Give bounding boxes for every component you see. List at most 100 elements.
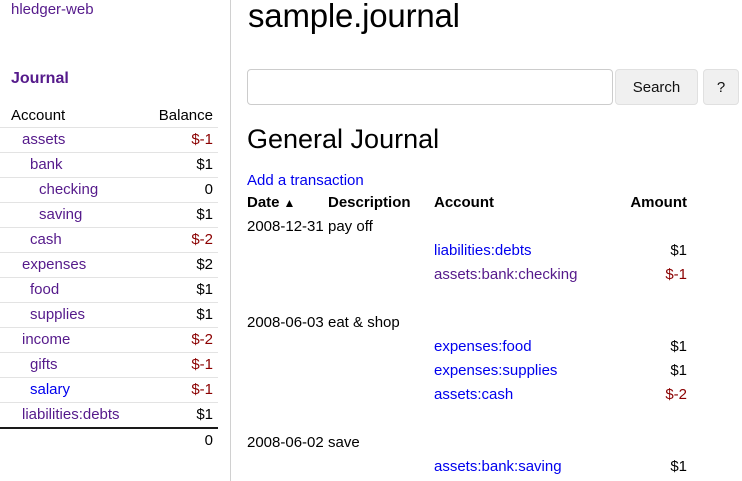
posting-account-link[interactable]: assets:bank:saving bbox=[434, 458, 562, 475]
account-total-row: 0 bbox=[0, 427, 218, 453]
posting-description-blank bbox=[328, 359, 434, 383]
transaction-spacer bbox=[232, 287, 742, 311]
sidebar-journal-heading[interactable]: Journal bbox=[11, 70, 69, 87]
column-header-date-label: Date bbox=[247, 194, 280, 211]
posting-date-blank bbox=[232, 239, 328, 263]
account-name-cell: gifts bbox=[0, 352, 146, 378]
posting-account-link[interactable]: liabilities:debts bbox=[434, 242, 532, 259]
transactions-header-row: Date ▲ Description Account Amount bbox=[232, 194, 742, 215]
transaction-amount-blank bbox=[612, 215, 742, 239]
account-row: cash $-2 bbox=[0, 227, 218, 253]
transaction-account-blank bbox=[434, 311, 612, 335]
account-name-cell: supplies bbox=[0, 302, 146, 328]
posting-amount: $-1 bbox=[665, 266, 687, 283]
account-name-cell: food bbox=[0, 277, 146, 303]
account-link[interactable]: checking bbox=[39, 181, 99, 198]
posting-row: assets:bank:checking $-1 bbox=[232, 263, 742, 287]
transaction-amount-blank bbox=[612, 311, 742, 335]
account-link[interactable]: cash bbox=[30, 231, 62, 248]
account-link[interactable]: supplies bbox=[30, 306, 86, 323]
posting-description-blank bbox=[328, 455, 434, 479]
account-balance-cell: $1 bbox=[145, 402, 218, 428]
column-header-account: Account bbox=[11, 107, 66, 124]
posting-date-blank bbox=[232, 263, 328, 287]
transaction-description: pay off bbox=[328, 218, 373, 235]
transaction-description: save bbox=[328, 434, 360, 451]
page-title: sample.journal bbox=[248, 0, 460, 34]
account-total-value: 0 bbox=[145, 427, 218, 453]
account-row: liabilities:debts $1 bbox=[0, 402, 218, 428]
account-link[interactable]: income bbox=[22, 331, 71, 348]
main-content: sample.journal Search ? General Journal … bbox=[232, 0, 742, 481]
account-link[interactable]: salary bbox=[30, 381, 71, 398]
account-name-cell: checking bbox=[0, 177, 146, 203]
transaction-row: 2008-06-02 save bbox=[232, 431, 742, 455]
spacer-cell bbox=[232, 407, 742, 431]
posting-amount: $-2 bbox=[665, 386, 687, 403]
posting-date-blank bbox=[232, 335, 328, 359]
posting-account-link[interactable]: expenses:food bbox=[434, 338, 532, 355]
account-balance-cell: $-1 bbox=[145, 127, 218, 153]
account-row: salary $-1 bbox=[0, 377, 218, 403]
posting-amount: $1 bbox=[670, 458, 687, 475]
posting-row: assets:bank:saving $1 bbox=[232, 455, 742, 479]
transaction-date: 2008-12-31 bbox=[247, 218, 324, 235]
transaction-date: 2008-06-02 bbox=[247, 434, 324, 451]
account-balance-cell: $-1 bbox=[145, 352, 218, 378]
account-row: expenses $2 bbox=[0, 252, 218, 278]
column-header-account: Account bbox=[434, 194, 494, 211]
posting-account-cell: expenses:supplies bbox=[434, 359, 612, 383]
account-name-cell: salary bbox=[0, 377, 146, 403]
account-balances-table: Account Balance assets $-1 bank $1 checking 0… bbox=[0, 106, 218, 453]
account-table-header-row: Account Balance bbox=[0, 106, 218, 128]
account-balance-cell: 0 bbox=[145, 177, 218, 203]
account-table-head: Account Balance bbox=[0, 106, 218, 128]
search-input[interactable] bbox=[247, 69, 613, 105]
spacer-cell bbox=[232, 287, 742, 311]
column-header-date[interactable]: Date ▲ bbox=[232, 194, 328, 215]
account-link[interactable]: saving bbox=[39, 206, 83, 223]
account-link[interactable]: food bbox=[30, 281, 60, 298]
account-balance-cell: $2 bbox=[145, 252, 218, 278]
posting-row: expenses:food $1 bbox=[232, 335, 742, 359]
column-header-balance: Balance bbox=[158, 107, 213, 124]
account-link[interactable]: bank bbox=[30, 156, 63, 173]
account-name-cell: assets bbox=[0, 127, 146, 153]
brand-link[interactable]: hledger-web bbox=[11, 1, 94, 18]
account-balance-cell: $1 bbox=[145, 277, 218, 303]
transactions-table-head: Date ▲ Description Account Amount bbox=[232, 194, 742, 215]
account-table-body: assets $-1 bank $1 checking 0 saving $1 cash $-2 e… bbox=[0, 127, 218, 453]
posting-row: assets:cash $-2 bbox=[232, 383, 742, 407]
posting-date-blank bbox=[232, 455, 328, 479]
posting-amount: $1 bbox=[670, 242, 687, 259]
search-button[interactable]: Search bbox=[615, 69, 698, 105]
posting-description-blank bbox=[328, 383, 434, 407]
posting-row: liabilities:debts $1 bbox=[232, 239, 742, 263]
posting-account-link[interactable]: expenses:supplies bbox=[434, 362, 558, 379]
account-name-cell: cash bbox=[0, 227, 146, 253]
search-form: Search ? bbox=[247, 69, 739, 105]
posting-amount: $1 bbox=[670, 362, 687, 379]
account-link[interactable]: assets bbox=[22, 131, 66, 148]
transaction-amount-blank bbox=[612, 431, 742, 455]
account-name-cell: income bbox=[0, 327, 146, 353]
posting-description-blank bbox=[328, 335, 434, 359]
add-transaction-link[interactable]: Add a transaction bbox=[247, 172, 364, 189]
account-row: saving $1 bbox=[0, 202, 218, 228]
account-balance-cell: $1 bbox=[145, 152, 218, 178]
column-header-amount: Amount bbox=[630, 194, 687, 211]
account-balance-cell: $1 bbox=[145, 302, 218, 328]
posting-account-link[interactable]: assets:cash bbox=[434, 386, 514, 403]
posting-description-blank bbox=[328, 239, 434, 263]
account-row: income $-2 bbox=[0, 327, 218, 353]
search-help-button[interactable]: ? bbox=[703, 69, 739, 105]
account-name-cell: expenses bbox=[0, 252, 146, 278]
posting-row: expenses:supplies $1 bbox=[232, 359, 742, 383]
posting-account-link[interactable]: assets:bank:checking bbox=[434, 266, 578, 283]
posting-account-cell: liabilities:debts bbox=[434, 239, 612, 263]
account-link[interactable]: gifts bbox=[30, 356, 58, 373]
account-row: supplies $1 bbox=[0, 302, 218, 328]
account-link[interactable]: liabilities:debts bbox=[22, 406, 120, 423]
account-link[interactable]: expenses bbox=[22, 256, 87, 273]
